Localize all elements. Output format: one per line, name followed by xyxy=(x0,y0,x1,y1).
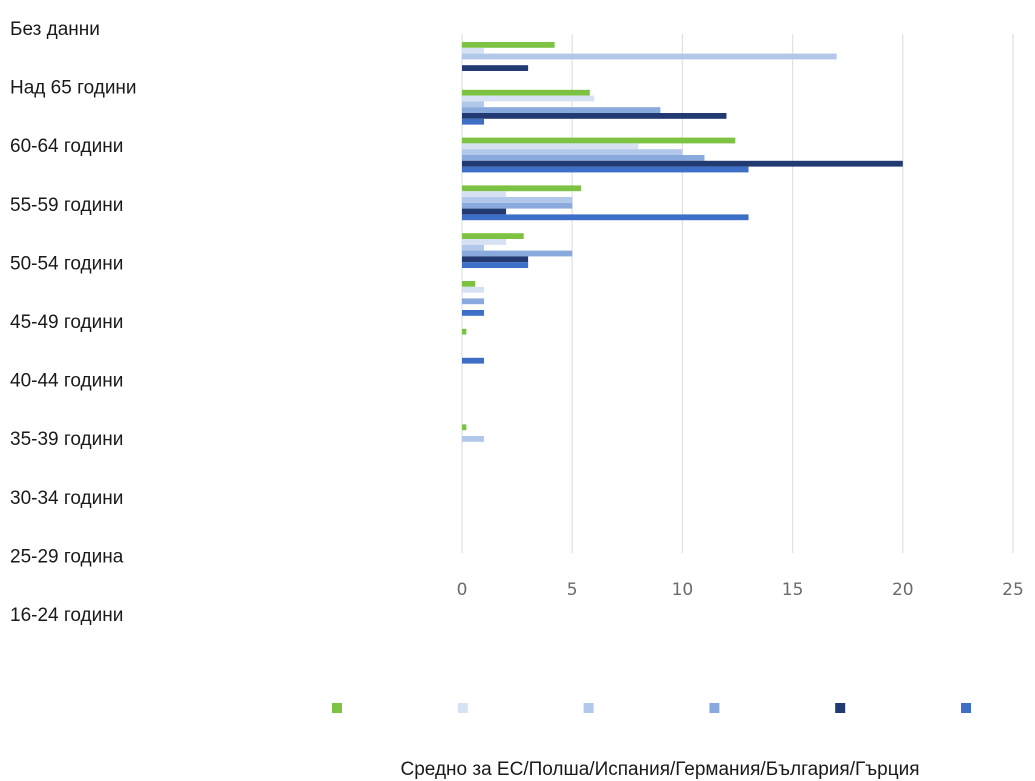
bar xyxy=(462,214,749,221)
bar xyxy=(462,239,507,245)
legend-caption: Средно за ЕС/Полша/Испания/Германия/Бълг… xyxy=(401,759,920,780)
bar xyxy=(462,436,485,442)
bar xyxy=(462,113,727,119)
x-axis-ticks: 0 5 10 15 20 25 xyxy=(457,580,1024,600)
x-tick-label: 20 xyxy=(892,580,914,600)
bar xyxy=(462,281,476,287)
bar xyxy=(462,155,705,161)
category-label: Над 65 години xyxy=(10,78,137,99)
bar xyxy=(462,65,529,71)
bar xyxy=(462,244,485,251)
grid-layer xyxy=(461,34,1014,553)
bar xyxy=(462,160,903,167)
bar xyxy=(462,185,582,192)
bar xyxy=(462,107,661,113)
x-tick-label: 15 xyxy=(782,580,804,600)
category-label: 25-29 година xyxy=(10,546,124,567)
legend-swatch xyxy=(332,703,342,713)
x-tick-label: 10 xyxy=(672,580,694,600)
bar xyxy=(462,250,573,257)
bar xyxy=(462,89,590,96)
bar xyxy=(462,233,524,239)
bar xyxy=(462,357,485,364)
legend-swatch xyxy=(457,703,468,713)
x-tick-label: 25 xyxy=(1002,580,1024,600)
category-label: 55-59 години xyxy=(10,195,123,216)
bar xyxy=(462,424,467,431)
bar xyxy=(462,286,485,293)
bar xyxy=(462,149,683,155)
legend-swatch xyxy=(835,703,846,713)
bar xyxy=(462,101,485,108)
category-labels: Без данни Над 65 години 60-64 години 55-59 … xyxy=(10,19,137,626)
bar xyxy=(462,256,529,263)
bar xyxy=(462,137,736,144)
legend xyxy=(332,703,971,713)
bar xyxy=(462,53,837,60)
bar xyxy=(462,166,749,173)
bar xyxy=(462,197,573,203)
bar xyxy=(462,208,507,215)
bar xyxy=(462,298,485,305)
category-label: Без данни xyxy=(10,19,100,40)
bar xyxy=(462,95,595,102)
legend-swatch xyxy=(709,703,720,713)
bar xyxy=(462,262,529,268)
category-label: 60-64 години xyxy=(10,136,123,157)
x-tick-label: 5 xyxy=(567,580,578,600)
bar xyxy=(462,310,485,316)
bars xyxy=(462,42,903,442)
legend-swatch xyxy=(961,703,971,713)
x-tick-label: 0 xyxy=(457,580,468,600)
bar xyxy=(462,118,485,125)
category-label: 50-54 години xyxy=(10,253,123,274)
category-label: 30-34 години xyxy=(10,488,123,509)
category-label: 16-24 години xyxy=(10,605,123,626)
bar xyxy=(462,143,639,150)
category-label: 45-49 години xyxy=(10,312,123,333)
legend-swatch xyxy=(583,703,594,713)
bar xyxy=(462,47,485,54)
bar xyxy=(462,202,573,209)
bar xyxy=(462,328,467,335)
category-label: 35-39 години xyxy=(10,429,123,450)
bar xyxy=(462,42,555,48)
category-label: 40-44 години xyxy=(10,371,123,392)
bar xyxy=(462,191,507,197)
